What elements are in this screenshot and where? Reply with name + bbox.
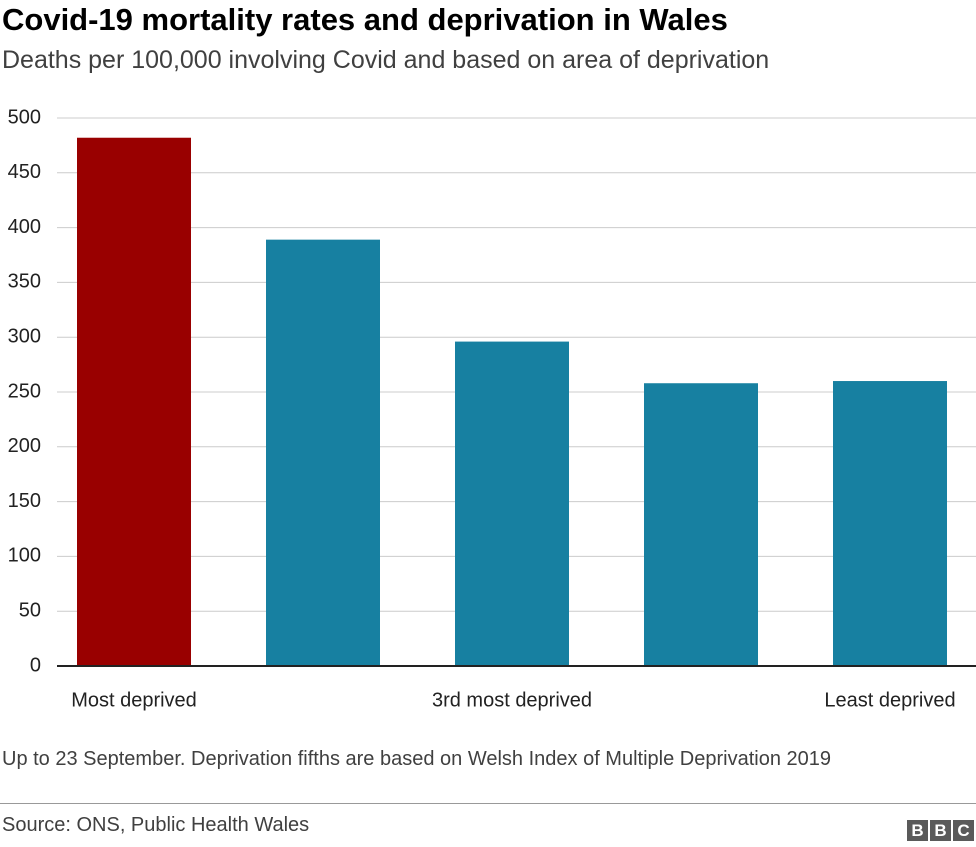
logo: B B C <box>907 820 974 841</box>
y-tick-label: 0 <box>30 654 41 676</box>
bar <box>833 381 947 666</box>
footnote: Up to 23 September. Deprivation fifths a… <box>2 748 831 770</box>
bar <box>455 341 569 666</box>
divider <box>0 803 976 804</box>
y-tick-label: 100 <box>8 545 41 567</box>
y-tick-label: 350 <box>8 271 41 293</box>
logo-letter: B <box>907 820 928 841</box>
chart-subtitle: Deaths per 100,000 involving Covid and b… <box>2 46 770 74</box>
chart-title: Covid-19 mortality rates and deprivation… <box>2 2 728 37</box>
chart: 0 50 100 150 200 250 300 350 400 450 500 Most depri… <box>8 106 976 711</box>
y-tick-label: 250 <box>8 380 41 402</box>
y-tick-label: 200 <box>8 435 41 457</box>
logo-letter: C <box>953 820 974 841</box>
logo-letter: B <box>930 820 951 841</box>
y-tick-label: 150 <box>8 490 41 512</box>
bar <box>77 137 191 666</box>
x-tick-label: 3rd most deprived <box>432 689 592 711</box>
y-tick-label: 300 <box>8 325 41 347</box>
source: Source: ONS, Public Health Wales <box>2 814 310 836</box>
x-tick-label: Most deprived <box>71 689 197 711</box>
bar <box>644 383 758 666</box>
x-tick-label: Least deprived <box>824 689 955 711</box>
y-tick-label: 50 <box>19 599 41 621</box>
y-tick-label: 450 <box>8 161 41 183</box>
bar <box>266 239 380 666</box>
y-tick-label: 400 <box>8 216 41 238</box>
y-tick-label: 500 <box>8 106 41 128</box>
